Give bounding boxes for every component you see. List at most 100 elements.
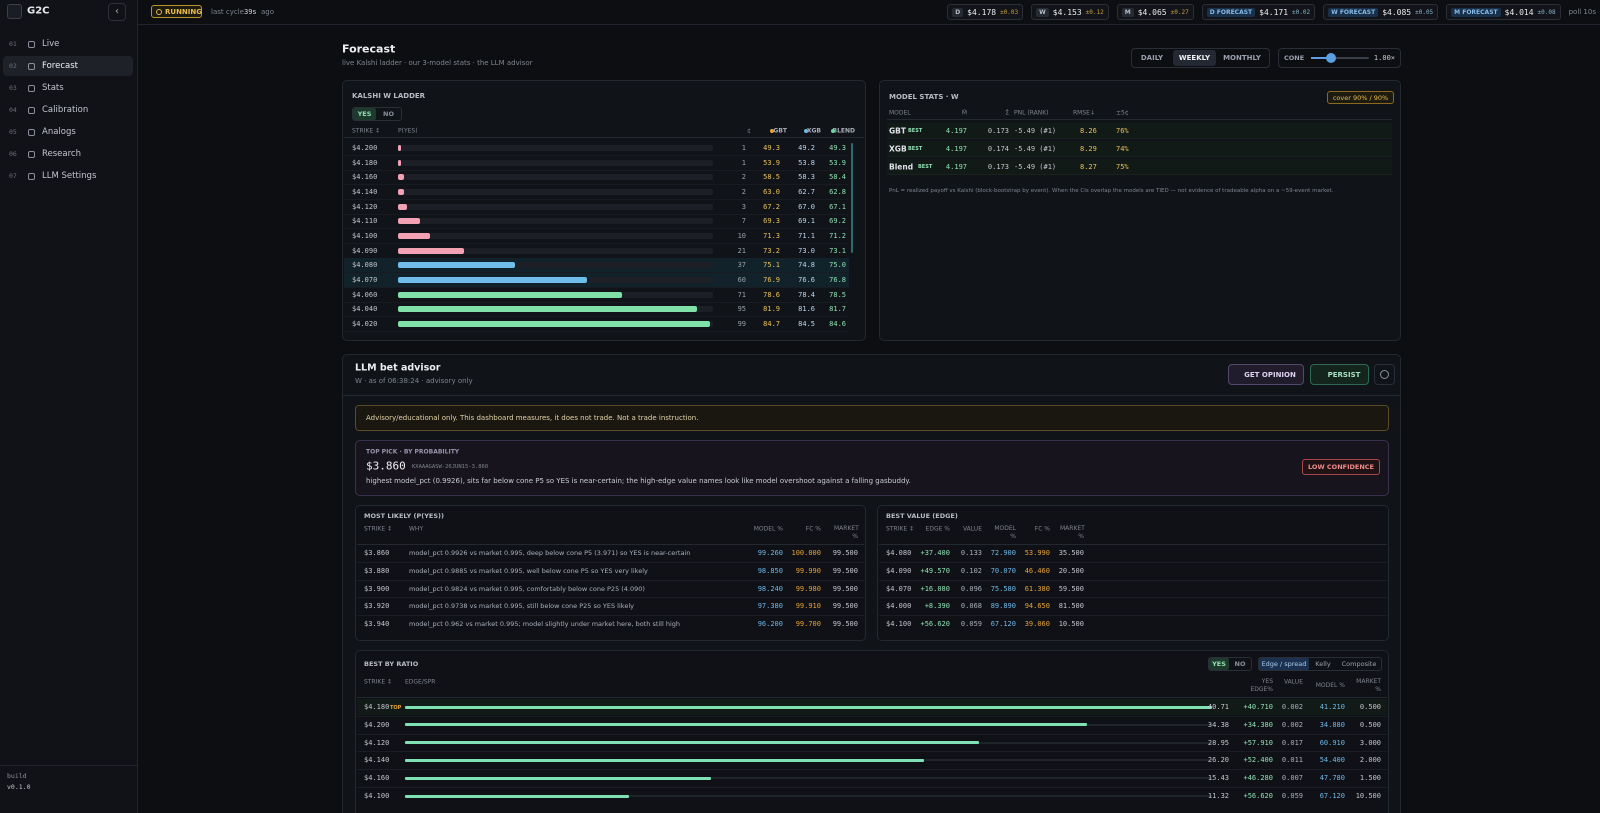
column-header: STRIKE ↕ xyxy=(352,127,381,135)
info-button[interactable] xyxy=(1374,364,1395,385)
model-pct: 67.120 xyxy=(1319,792,1345,800)
tab-label: WEEKLY xyxy=(1178,54,1211,62)
legend-dot xyxy=(831,129,835,133)
cell: $4.000 xyxy=(886,602,912,611)
get-opinion-button[interactable] xyxy=(1228,364,1304,385)
cell: 0.068 xyxy=(960,602,982,611)
header-rule xyxy=(343,395,1400,396)
row-rule xyxy=(357,561,864,563)
panel-title: KALSHI W LADDER xyxy=(352,92,426,100)
row-rule xyxy=(357,579,864,581)
gbt-value: 53.9 xyxy=(763,158,780,167)
ticker-spread: ±0.05 xyxy=(1415,8,1434,16)
model-pct: 34.880 xyxy=(1319,720,1345,729)
header-rule xyxy=(879,544,1387,545)
blend-value: 81.7 xyxy=(829,305,846,314)
cell: 99.500 xyxy=(832,566,858,575)
probability-bar xyxy=(398,321,710,328)
panel-title: BEST BY RATIO xyxy=(364,660,419,668)
gbt-value: 71.3 xyxy=(763,232,780,241)
header-rule xyxy=(357,544,864,545)
coverage-pct: 75% xyxy=(1116,162,1129,171)
strike: $4.200 xyxy=(364,720,390,729)
gbt-value: 76.9 xyxy=(763,276,780,285)
probability-bar xyxy=(398,291,622,298)
column-header: WHY xyxy=(409,525,424,533)
bar-track xyxy=(398,159,713,166)
last-cycle-label: last cycle xyxy=(211,7,244,16)
market-pct: 3.000 xyxy=(1359,738,1381,747)
ticker: M $4.065 ±0.27 xyxy=(1116,4,1194,20)
bar-track xyxy=(398,262,713,269)
toggle[interactable] xyxy=(353,108,376,120)
toggle-label: NO xyxy=(383,110,394,118)
ticker: M FORECAST $4.014 ±0.08 xyxy=(1446,4,1561,20)
cell: +56.620 xyxy=(920,620,950,629)
cone-knob[interactable] xyxy=(1326,53,1336,63)
nav-item[interactable] xyxy=(3,34,133,54)
cell: 99.500 xyxy=(832,584,858,593)
nav-item[interactable] xyxy=(3,78,133,98)
ticker-spread: ±0.08 xyxy=(1537,8,1556,16)
nav-icon xyxy=(28,84,35,92)
collapse-button[interactable]: ‹ xyxy=(108,3,126,21)
ticker-tag: W xyxy=(1036,7,1049,17)
ratio: 28.95 xyxy=(1207,738,1229,747)
yes-edge: +57.910 xyxy=(1243,738,1273,747)
pnl: -5.49 (#1) xyxy=(1014,126,1057,135)
ratio-bar xyxy=(405,741,979,745)
value: 0.059 xyxy=(1281,792,1303,800)
ticker-price: $4.085 xyxy=(1382,7,1412,17)
persist-button[interactable] xyxy=(1310,364,1369,385)
strike: $4.080 xyxy=(352,261,378,270)
confidence-badge xyxy=(1302,459,1380,475)
market-pct: 0.500 xyxy=(1359,720,1381,729)
market-pct: 2.000 xyxy=(1359,756,1381,765)
probability-bar xyxy=(398,159,402,166)
row-rule xyxy=(344,169,849,171)
blend-value: 84.6 xyxy=(829,320,846,329)
column-header: ¢ xyxy=(747,127,751,135)
mode[interactable] xyxy=(1259,658,1309,670)
cell: +8.390 xyxy=(924,602,950,611)
blend-value: 75.0 xyxy=(829,261,846,270)
cell: 35.500 xyxy=(1058,549,1084,557)
coverage-badge xyxy=(1327,91,1394,104)
cell: 96.200 xyxy=(757,620,783,629)
ratio: 11.32 xyxy=(1207,792,1229,800)
probability-bar xyxy=(398,174,405,181)
blend-value: 71.2 xyxy=(829,232,846,241)
ticker-price: $4.178 xyxy=(967,7,997,17)
strike: $4.110 xyxy=(352,217,378,226)
bar-track xyxy=(398,233,713,240)
nav-icon xyxy=(28,128,35,136)
toggle[interactable] xyxy=(1209,658,1229,670)
value: 0.011 xyxy=(1281,756,1303,765)
yes-edge: +56.620 xyxy=(1243,792,1273,800)
toggle-group xyxy=(352,107,402,121)
strike: $4.020 xyxy=(352,320,378,329)
column-header: STRIKE ↕ xyxy=(364,678,393,686)
top-pick-box xyxy=(355,440,1389,496)
nav-item[interactable] xyxy=(3,56,133,76)
row-rule xyxy=(357,769,1387,771)
blend-value: 58.4 xyxy=(829,173,846,182)
cell: 99.990 xyxy=(795,566,821,575)
blend-value: 76.8 xyxy=(829,276,846,285)
cell: 99.700 xyxy=(795,620,821,629)
build-label: build xyxy=(7,772,27,780)
tab[interactable] xyxy=(1173,50,1216,66)
row-rule xyxy=(344,184,849,186)
rmse: 8.26 xyxy=(1080,126,1097,135)
cone-track xyxy=(1311,57,1369,59)
cell: 75.580 xyxy=(990,584,1016,593)
mode-label: Kelly xyxy=(1315,660,1331,668)
xgb-value: 71.1 xyxy=(798,232,815,241)
rmse: 8.27 xyxy=(1080,162,1097,171)
value: 0.002 xyxy=(1281,720,1303,729)
column-header: VALUE xyxy=(1283,678,1303,686)
ticker: D FORECAST $4.171 ±0.02 xyxy=(1201,4,1316,20)
column-header: MARKET % xyxy=(1356,678,1381,693)
probability-bar xyxy=(398,218,421,225)
